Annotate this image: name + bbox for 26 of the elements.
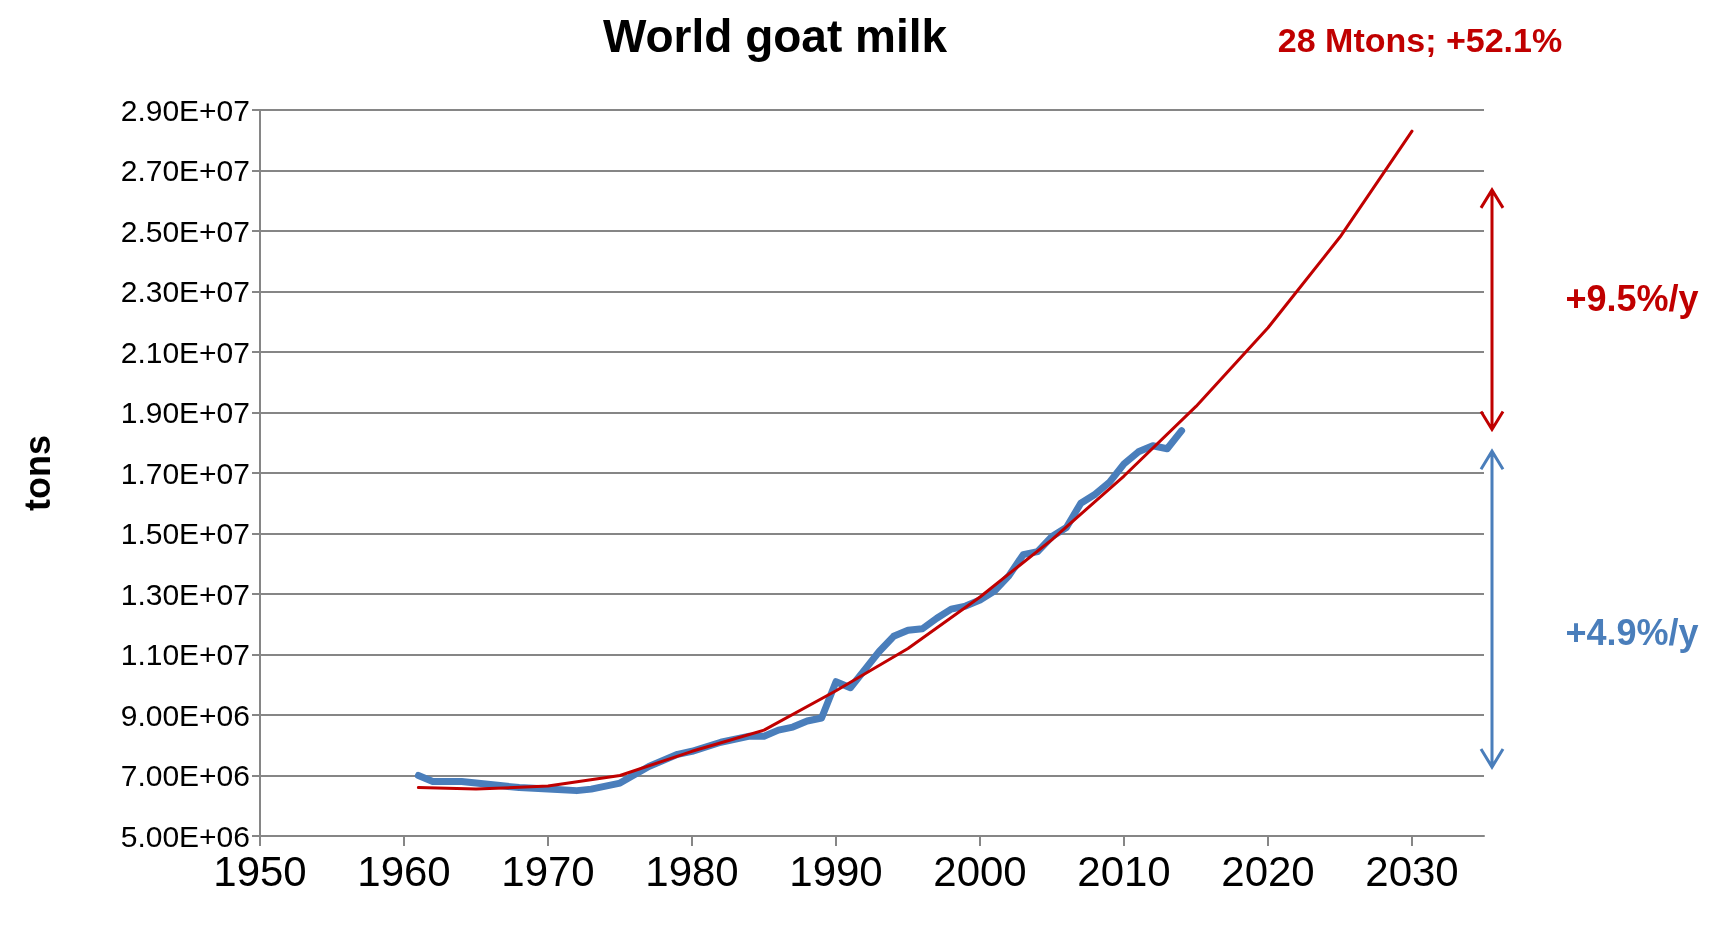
y-tick-label: 1.50E+07 bbox=[120, 517, 250, 550]
x-tick-label: 2030 bbox=[1365, 847, 1459, 895]
y-axis-title: tons bbox=[16, 435, 58, 511]
y-tick-label: 1.90E+07 bbox=[120, 396, 250, 429]
y-tick-label: 7.00E+06 bbox=[120, 759, 250, 792]
x-tick-label: 2020 bbox=[1221, 847, 1315, 895]
x-tick-label: 1960 bbox=[357, 847, 451, 895]
x-tick-label: 2000 bbox=[933, 847, 1027, 895]
x-tick-label: 1980 bbox=[645, 847, 739, 895]
text: +4.9%/y bbox=[1565, 611, 1699, 653]
line-series bbox=[416, 129, 1414, 791]
y-tick-label: 9.00E+06 bbox=[120, 698, 250, 732]
x-tick-label: 1970 bbox=[501, 847, 595, 895]
x-tick-label: 1990 bbox=[789, 847, 883, 895]
x-tick-label: 2010 bbox=[1077, 847, 1171, 895]
y-tick-label: 2.30E+07 bbox=[120, 275, 250, 308]
y-tick-label: 2.90E+07 bbox=[120, 93, 250, 127]
text: 28 Mtons; +52.1% bbox=[1277, 21, 1563, 59]
text: +9.5%/y bbox=[1565, 277, 1699, 319]
y-tick-label: 1.10E+07 bbox=[120, 638, 250, 671]
y-tick-label: 2.70E+07 bbox=[120, 154, 250, 187]
y-tick-label: 2.10E+07 bbox=[120, 335, 250, 369]
chart-title: World goat milk bbox=[602, 10, 948, 62]
y-tick-label: 1.30E+07 bbox=[120, 577, 250, 611]
y-tick-label: 1.70E+07 bbox=[120, 456, 250, 490]
y-tick-label: 2.50E+07 bbox=[120, 214, 250, 248]
